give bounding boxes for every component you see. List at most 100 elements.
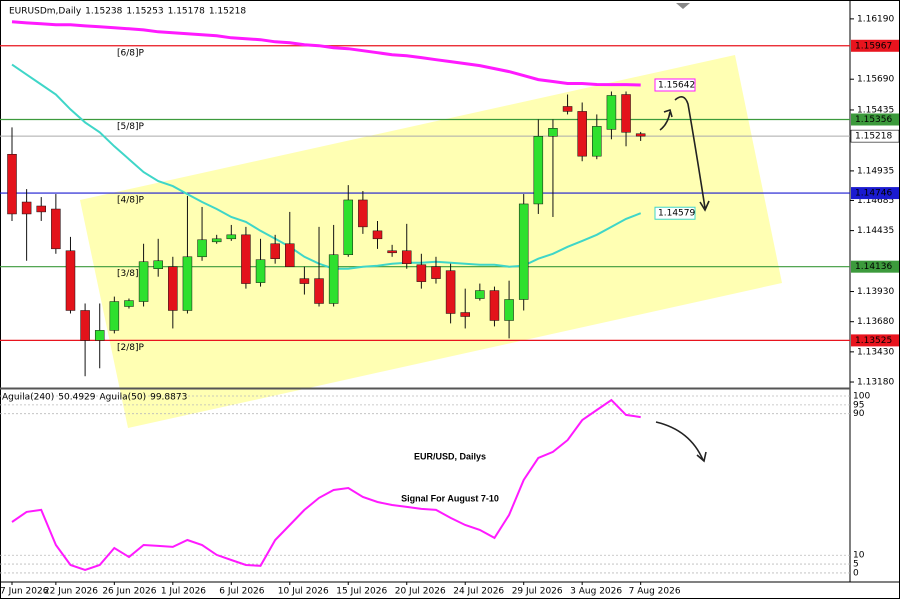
x-tick-label: 6 Jul 2026 [219,587,264,597]
indicator-line [11,398,641,571]
price-box-label: 1.14136 [855,262,892,272]
ma-value-box [654,78,696,92]
price-box-label: 1.14746 [855,189,892,199]
candle-body [489,290,500,321]
price-box [851,187,899,200]
ma-value-label: 1.15642 [658,80,695,90]
price-box [851,334,899,347]
candle-body [577,111,587,157]
arrow-head [696,451,707,463]
arrow-up [659,111,671,131]
x-tick-label: 3 Aug 2026 [570,587,622,597]
candle-body [211,238,222,243]
y-tick-label: 95 [853,400,864,410]
x-tick-label: 10 Jul 2026 [278,587,329,597]
y-tick-label: 10 [853,551,865,561]
candle-body [226,234,237,240]
price-box [851,113,899,126]
y-tick-label: 0 [853,568,859,578]
candle-body [124,300,134,307]
annotation-subtitle: Signal For August 7-10 [401,493,499,503]
y-tick-label: 1.13930 [857,287,894,297]
candle-body [241,234,251,284]
x-tick-label: 7 Jun 2026 [0,587,49,597]
candle-body [138,261,149,302]
y-tick-label: 1.16190 [857,14,894,24]
level-label: [5/8]P [117,122,145,132]
y-tick-label: 1.14935 [857,166,894,176]
y-tick-label: 90 [853,409,865,419]
candle-body [80,310,90,341]
candle-body [358,199,368,228]
arrow-head [663,108,673,118]
candle-body [548,128,558,137]
candle-body [65,250,76,311]
candle-body [372,230,383,240]
candle-body [445,270,456,314]
trend-channel [80,55,782,428]
indicator-arrow [655,421,704,461]
candle-body [635,133,646,137]
y-tick-label: 100 [853,392,870,402]
x-tick-label: 15 Jul 2026 [336,587,387,597]
x-tick-label: 7 Aug 2026 [629,587,681,597]
y-tick-label: 1.13430 [857,347,894,357]
y-tick-label: 1.13180 [857,378,894,388]
candle-body [51,208,61,250]
header-text: EURUSDm,Daily [9,7,82,17]
price-box [851,260,899,273]
candle-body [533,136,544,205]
x-tick-label: 1 Jul 2026 [161,587,206,597]
ma-value-box [654,206,696,220]
y-tick-label: 1.13680 [857,317,894,327]
price-box-label: 1.15356 [855,115,892,125]
candle-body [7,153,17,215]
candle-body [255,259,266,283]
candle-body [21,201,32,215]
level-label: [3/8]P [117,269,145,279]
candle-body [562,106,573,112]
header-text: 1.15238 [85,7,122,17]
price-box [851,39,899,52]
candle-body [299,278,310,284]
y-tick-label: 1.15435 [857,105,894,115]
candle-body [475,290,485,299]
indicator-header: 99.8873 [150,393,187,403]
ma-value-label: 1.14579 [658,209,695,219]
candle-body [328,254,339,304]
candle-body [285,243,295,267]
current-price-label: 1.15218 [855,132,892,142]
forecast-arrows [655,96,710,463]
candle-body [109,301,120,331]
candle-body [36,205,46,213]
header-text: 1.15178 [168,7,205,17]
x-tick-label: 26 Jun 2026 [102,587,156,597]
candle-body [153,260,163,269]
y-tick-label: 1.15690 [857,75,894,85]
candle-body [504,299,514,321]
candle-body [387,250,397,254]
price-box-label: 1.15967 [855,41,892,51]
candle-body [343,199,354,255]
candle-body [197,239,207,258]
candle-body [314,278,324,304]
header-text: 1.15253 [126,7,163,17]
level-label: [4/8]P [117,196,145,206]
indicator-header: 50.4929 [58,393,95,403]
price-box-label: 1.13525 [855,336,892,346]
candle-body [518,203,529,300]
arrow-down [674,96,706,209]
y-tick-label: 1.14685 [857,196,894,206]
candle-body [94,330,105,341]
moving-average [11,20,641,87]
candle-body [431,266,441,279]
x-tick-label: 20 Jul 2026 [395,587,446,597]
y-tick-label: 1.14435 [857,226,894,236]
candle-body [621,94,631,133]
candle-body [168,266,178,311]
moving-average [11,63,642,270]
plot: 1.16190 1.15690 1.15435 1.14935 1.14685 1.144… [0,7,900,597]
arrow-head [699,200,710,212]
shift-marker [676,3,690,9]
